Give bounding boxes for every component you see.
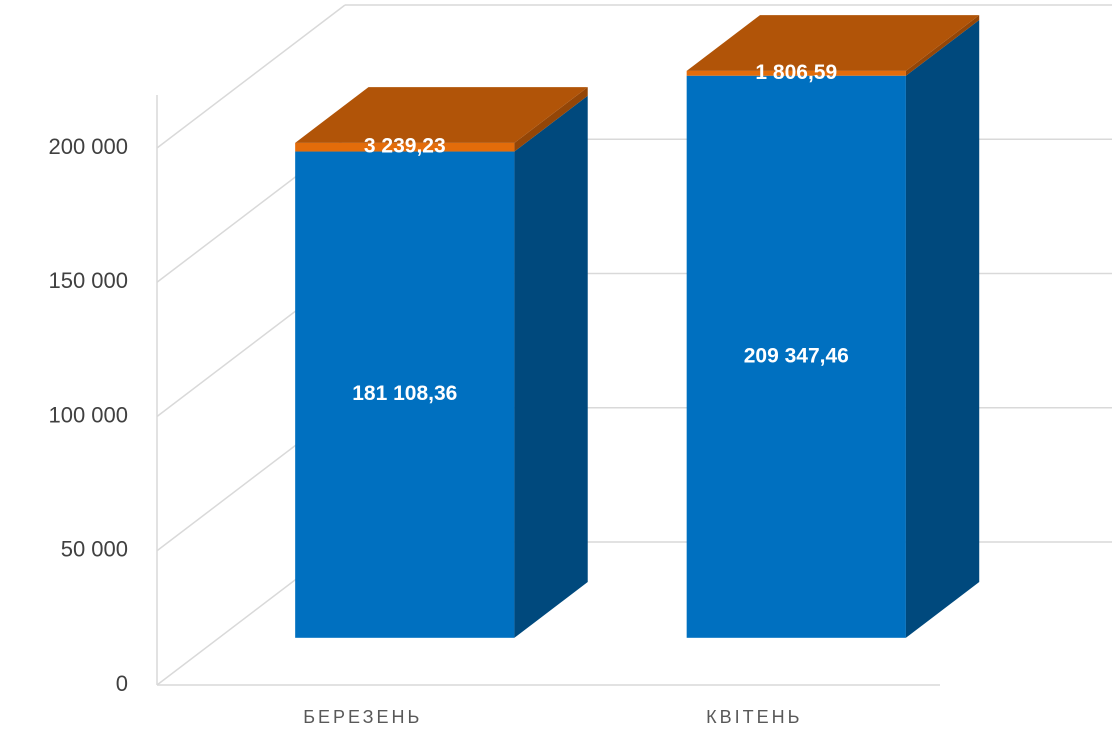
bar-segment [686,75,906,638]
data-label: 3 239,23 [364,135,446,158]
data-label: 1 806,59 [755,61,837,84]
y-tick-label: 100 000 [48,402,128,427]
y-tick-label: 200 000 [48,134,128,159]
bar-segment [686,70,906,76]
x-tick-label: БЕРЕЗЕНЬ [303,707,422,727]
y-tick-label: 50 000 [61,537,128,562]
bar-top [686,15,980,71]
grid-line-side [156,4,346,149]
bar-side [905,15,980,76]
data-label: 209 347,46 [744,344,849,367]
data-label: 181 108,36 [352,382,457,405]
bar-side [514,87,588,152]
bar-segment [295,151,515,638]
bar-segment [295,142,515,152]
bar-top [295,87,588,143]
bar-side [905,19,980,638]
x-tick-label: КВІТЕНЬ [706,707,802,727]
y-tick-label: 0 [116,671,128,696]
y-tick-label: 150 000 [48,268,128,293]
bar-side [514,95,588,638]
